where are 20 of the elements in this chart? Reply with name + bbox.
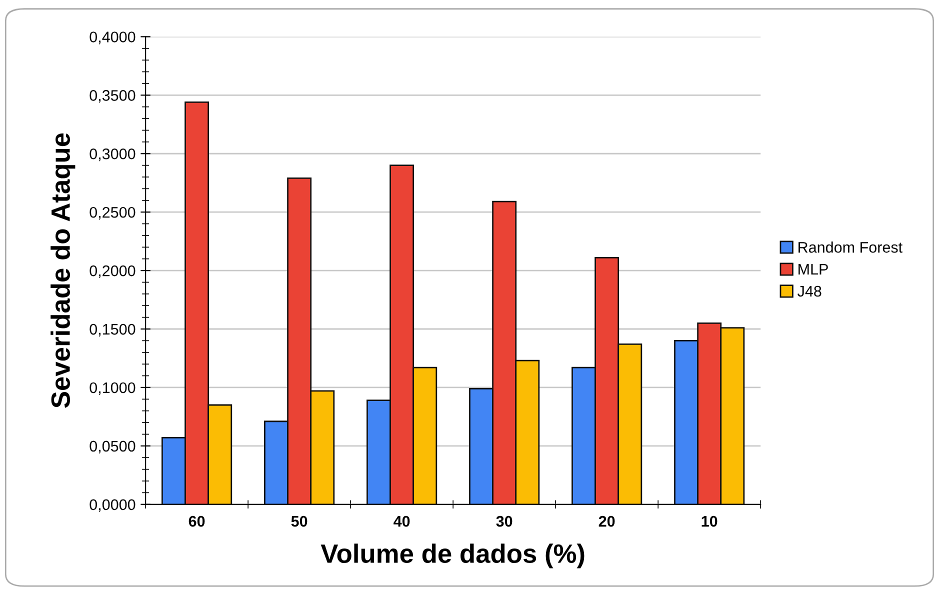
y-tick-label: 0,0000 xyxy=(90,499,136,512)
x-tick-label: 40 xyxy=(394,516,410,527)
y-tick-label: 0,2500 xyxy=(90,206,136,220)
x-tick-label: 50 xyxy=(291,516,308,527)
x-tick-label: 20 xyxy=(598,516,615,527)
y-tick-label: 0,4000 xyxy=(90,32,136,44)
y-tick-label: 0,3000 xyxy=(90,148,136,162)
x-tick-label: 30 xyxy=(496,516,512,527)
y-tick-label: 0,1500 xyxy=(90,324,136,336)
x-tick-label: 10 xyxy=(702,516,718,527)
legend-label: J48 xyxy=(798,286,822,297)
x-tick-label: 60 xyxy=(188,516,205,527)
x-axis-title: Volume de dados (%) xyxy=(320,544,584,568)
y-tick-label: 0,0500 xyxy=(90,440,136,454)
y-tick-label: 0,2000 xyxy=(90,265,136,278)
legend-label: MLP xyxy=(798,264,828,275)
y-tick-label: 0,3500 xyxy=(90,90,136,103)
y-axis-title: Severidade do Ataque xyxy=(50,133,76,408)
y-tick-label: 0,1000 xyxy=(90,382,136,395)
legend-label: Random Forest xyxy=(798,242,902,253)
